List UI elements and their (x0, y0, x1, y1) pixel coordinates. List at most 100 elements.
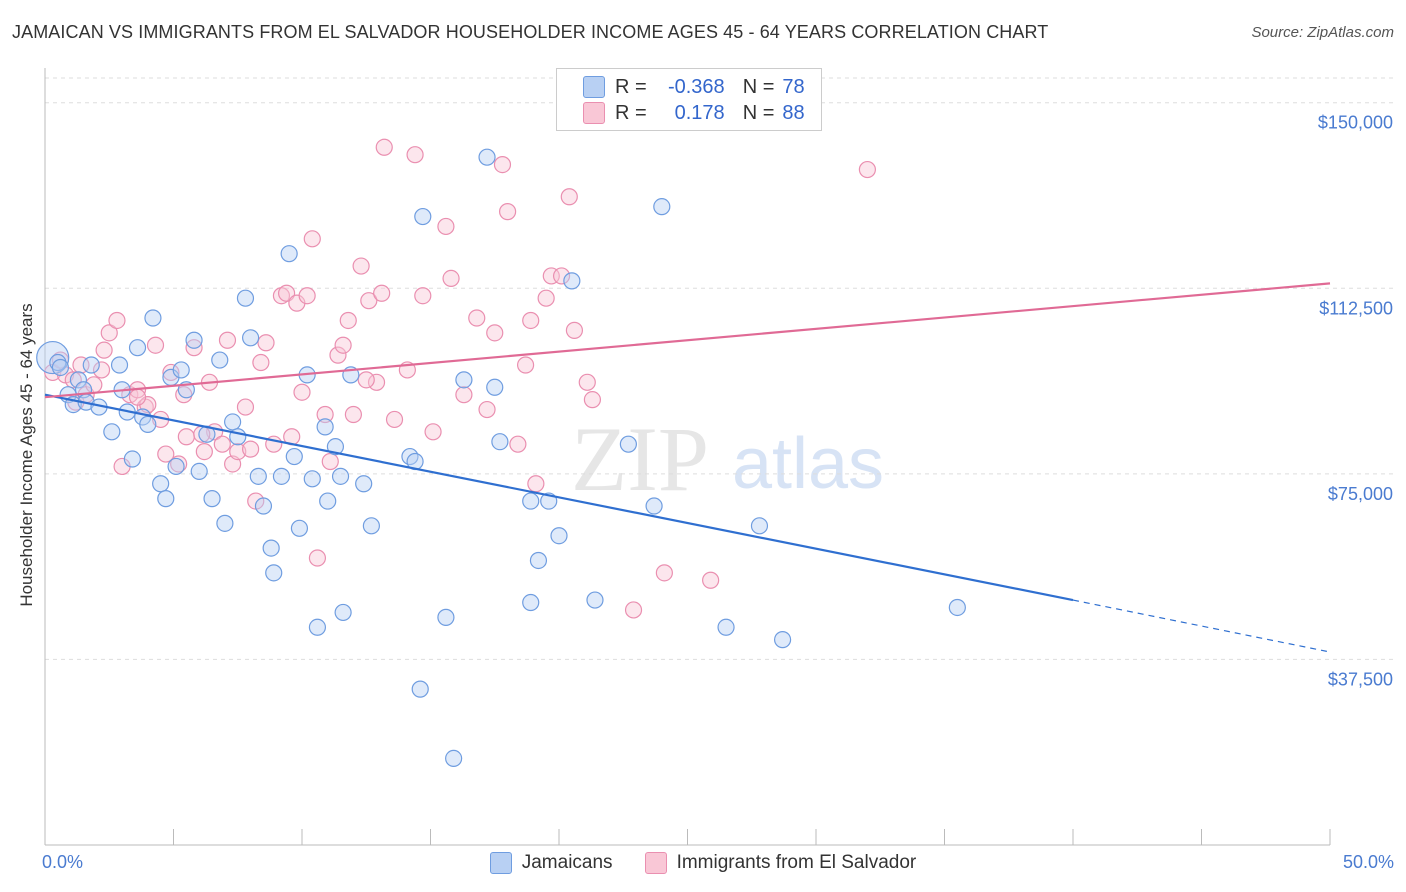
data-point-el-salvador (424, 423, 442, 441)
series-legend-el-salvador[interactable]: Immigrants from El Salvador (644, 852, 916, 874)
data-point-jamaicans (326, 438, 345, 456)
data-point-el-salvador (537, 289, 555, 307)
legend-n-value: 88 (782, 101, 805, 124)
data-point-jamaicans (316, 418, 334, 436)
data-point-jamaicans (190, 462, 208, 480)
data-point-el-salvador (329, 346, 347, 364)
chart-title: JAMAICAN VS IMMIGRANTS FROM EL SALVADOR … (12, 22, 1049, 42)
data-point-el-salvador (478, 400, 496, 419)
watermark-atlas: atlas (732, 424, 884, 504)
data-point-el-salvador (655, 564, 673, 582)
data-point-el-salvador (308, 549, 327, 567)
data-point-el-salvador (146, 336, 165, 354)
x-tick-label-max: 50.0% (1342, 852, 1394, 872)
data-point-jamaicans (69, 371, 88, 389)
data-point-jamaicans (773, 631, 792, 649)
data-point-el-salvador (252, 353, 270, 372)
data-point-jamaicans (331, 467, 350, 485)
data-point-el-salvador (177, 428, 195, 446)
data-point-el-salvador (552, 267, 571, 285)
data-point-el-salvador (100, 324, 118, 342)
data-point-jamaicans (653, 198, 671, 216)
data-point-jamaicans (185, 331, 203, 349)
data-point-jamaicans (144, 309, 162, 327)
data-point-jamaicans (586, 591, 604, 609)
data-point-el-salvador (560, 188, 578, 206)
data-point-jamaicans (303, 470, 321, 488)
data-point-el-salvador (578, 373, 596, 391)
data-point-el-salvador (455, 386, 473, 404)
data-point-el-salvador (316, 405, 334, 424)
data-point-el-salvador (385, 410, 404, 429)
data-point-jamaicans (51, 358, 70, 377)
data-point-el-salvador (229, 443, 247, 461)
data-point-jamaicans (290, 519, 309, 537)
data-point-el-salvador (367, 373, 386, 391)
data-point-el-salvador (339, 311, 357, 330)
data-point-jamaicans (522, 593, 540, 612)
series-swatch-el-salvador (644, 852, 667, 874)
data-point-jamaicans (529, 551, 548, 570)
data-point-jamaicans (308, 618, 327, 636)
data-point-el-salvador (360, 292, 378, 310)
data-point-jamaicans (285, 447, 303, 466)
data-point-el-salvador (624, 601, 643, 619)
data-point-el-salvador (298, 287, 316, 305)
data-point-el-salvador (583, 391, 602, 409)
data-point-el-salvador (277, 284, 296, 302)
correlation-legend: R = -0.368 N = 78 R = 0.178 N = 88 (556, 68, 822, 131)
data-point-el-salvador (527, 475, 545, 493)
data-point-jamaicans (280, 245, 298, 263)
legend-r-value: -0.368 (667, 75, 725, 98)
data-point-jamaicans (491, 433, 509, 451)
data-point-el-salvador (303, 230, 321, 248)
data-point-jamaicans (157, 490, 175, 508)
data-point-jamaicans (265, 564, 283, 582)
data-point-el-salvador (565, 321, 584, 339)
data-point-el-salvador (175, 386, 193, 404)
data-point-el-salvador (509, 435, 527, 453)
data-point-jamaicans (236, 289, 255, 307)
data-point-jamaicans (242, 329, 260, 347)
data-point-jamaicans (172, 361, 190, 379)
data-point-jamaicans (619, 435, 637, 453)
data-point-jamaicans (254, 497, 273, 515)
trend-line-jamaicans-extension (1072, 599, 1331, 653)
legend-r-value: 0.178 (674, 101, 725, 124)
data-point-el-salvador (95, 341, 113, 359)
data-point-el-salvador (170, 455, 188, 473)
data-point-jamaicans (486, 378, 504, 396)
data-point-jamaicans (82, 356, 100, 374)
data-point-el-salvador (522, 311, 540, 330)
watermark-zip: ZIP (571, 408, 709, 510)
data-point-el-salvador (357, 371, 375, 389)
data-point-jamaicans (123, 450, 141, 468)
series-label-jamaicans: Jamaicans (521, 852, 613, 873)
data-point-el-salvador (352, 257, 370, 275)
data-point-jamaicans (110, 356, 129, 374)
data-point-jamaicans (167, 457, 185, 476)
data-point-jamaicans (414, 207, 432, 226)
series-legend-jamaicans[interactable]: Jamaicans (489, 852, 613, 874)
data-point-jamaicans (139, 415, 157, 433)
data-point-jamaicans (211, 351, 229, 369)
data-point-el-salvador (195, 443, 213, 461)
data-point-el-salvador (375, 138, 393, 156)
data-point-jamaicans (216, 514, 234, 532)
data-point-el-salvador (858, 160, 877, 179)
legend-swatch-el-salvador (583, 102, 605, 124)
data-point-el-salvador (468, 309, 486, 327)
data-point-jamaicans (522, 492, 540, 510)
data-point-jamaicans (262, 539, 280, 557)
data-point-jamaicans (563, 272, 581, 290)
data-point-el-salvador (321, 452, 339, 471)
data-point-el-salvador (92, 361, 111, 379)
data-point-jamaicans (411, 680, 429, 698)
data-point-jamaicans (455, 371, 473, 389)
data-point-el-salvador (128, 388, 147, 406)
data-point-jamaicans (717, 618, 735, 636)
data-point-el-salvador (236, 398, 255, 416)
data-point-jamaicans (750, 517, 769, 535)
data-point-el-salvador (493, 155, 512, 174)
